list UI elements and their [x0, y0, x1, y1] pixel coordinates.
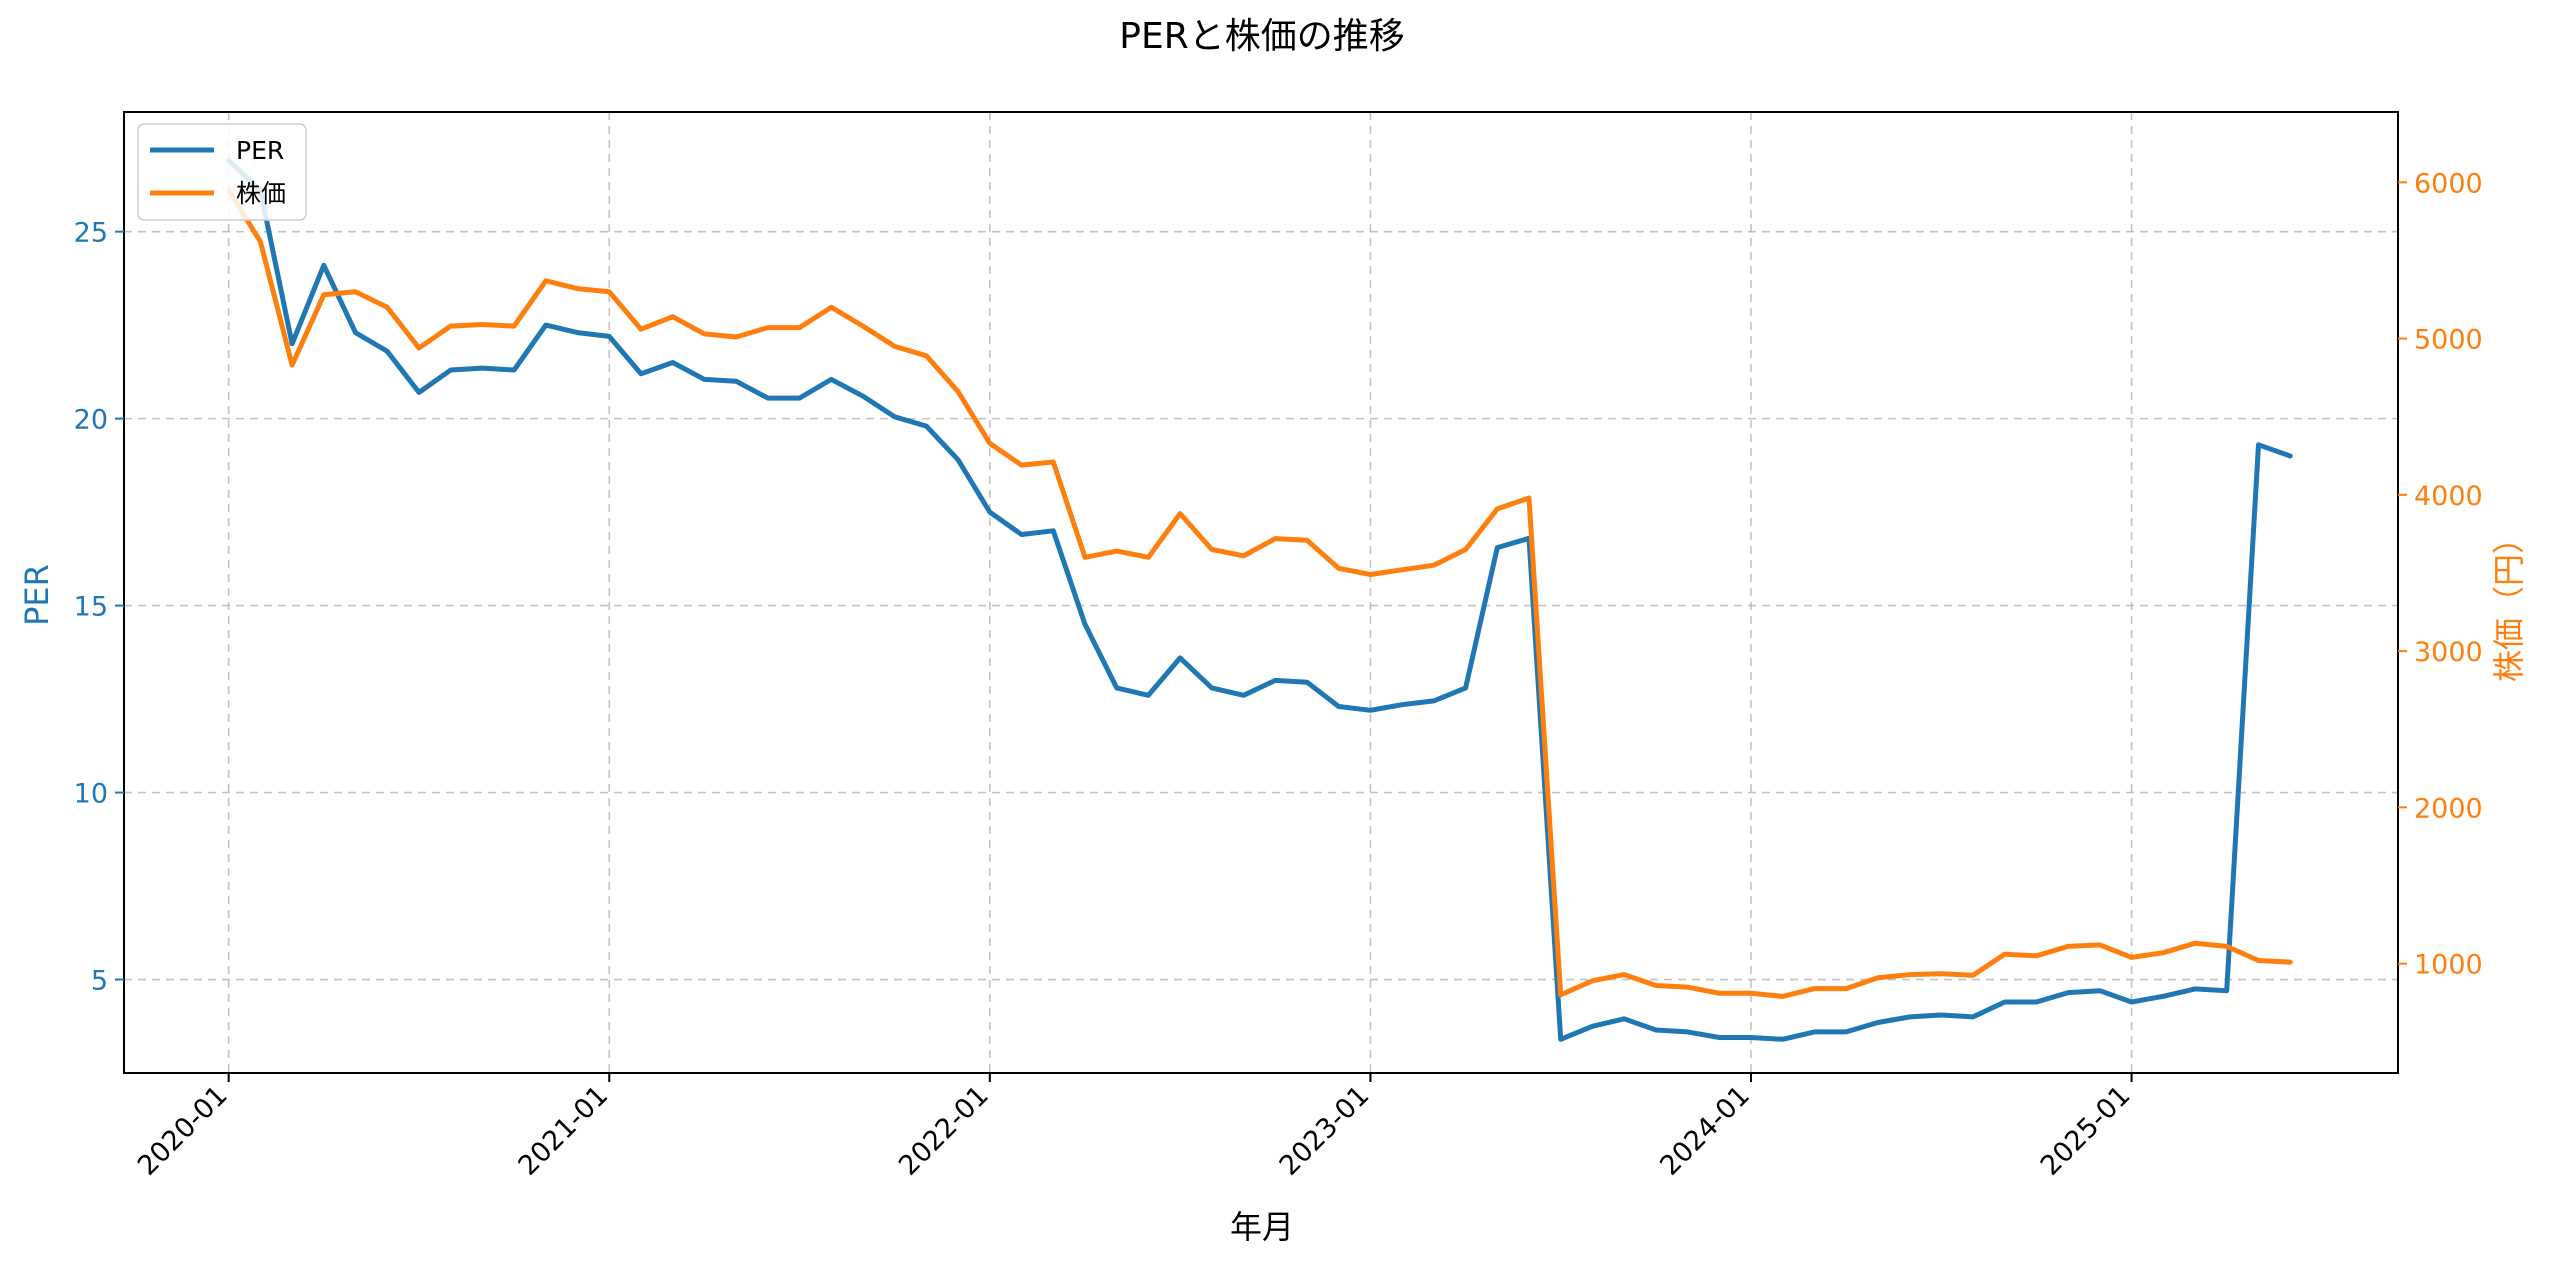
x-tick-label-2022-01: 2022-01 [893, 1080, 995, 1182]
right-y-axis: 1000 2000 3000 4000 5000 6000 [2398, 168, 2483, 981]
x-tick-label-2024-01: 2024-01 [1654, 1080, 1756, 1182]
legend: PER 株価 [137, 123, 307, 221]
series-line-price [226, 187, 2293, 999]
right-tick-label-4000: 4000 [2414, 481, 2483, 512]
x-tick-label-2023-01: 2023-01 [1274, 1080, 1376, 1182]
left-tick-label-15: 15 [74, 592, 108, 623]
right-tick-label-5000: 5000 [2414, 325, 2483, 356]
left-tick-label-25: 25 [74, 218, 108, 249]
series-line-per [226, 158, 2293, 1042]
left-tick-label-20: 20 [74, 405, 108, 436]
legend-label-price: 株価 [236, 179, 286, 208]
chart-title: PERと株価の推移 [1119, 16, 1404, 57]
right-tick-label-6000: 6000 [2414, 168, 2483, 199]
left-tick-label-10: 10 [74, 779, 108, 810]
right-y-axis-label: 株価（円） [2490, 522, 2528, 682]
left-y-axis-label: PER [18, 564, 56, 626]
grid-lines [124, 112, 2398, 1073]
right-tick-label-1000: 1000 [2414, 950, 2483, 981]
x-axis: 2020-01 2021-01 2022-01 2023-01 2024-01 2025-… [132, 1073, 2137, 1182]
x-tick-label-2025-01: 2025-01 [2035, 1080, 2137, 1182]
left-y-axis: 5 10 15 20 25 [74, 218, 124, 997]
x-tick-label-2021-01: 2021-01 [513, 1080, 615, 1182]
right-tick-label-3000: 3000 [2414, 637, 2483, 668]
x-tick-label-2020-01: 2020-01 [132, 1080, 234, 1182]
right-tick-label-2000: 2000 [2414, 793, 2483, 824]
plot-area-frame [123, 111, 2399, 1074]
x-axis-label: 年月 [1230, 1208, 1294, 1246]
legend-label-per: PER [236, 136, 284, 165]
series-layer [226, 158, 2293, 1042]
left-tick-label-5: 5 [91, 966, 108, 997]
